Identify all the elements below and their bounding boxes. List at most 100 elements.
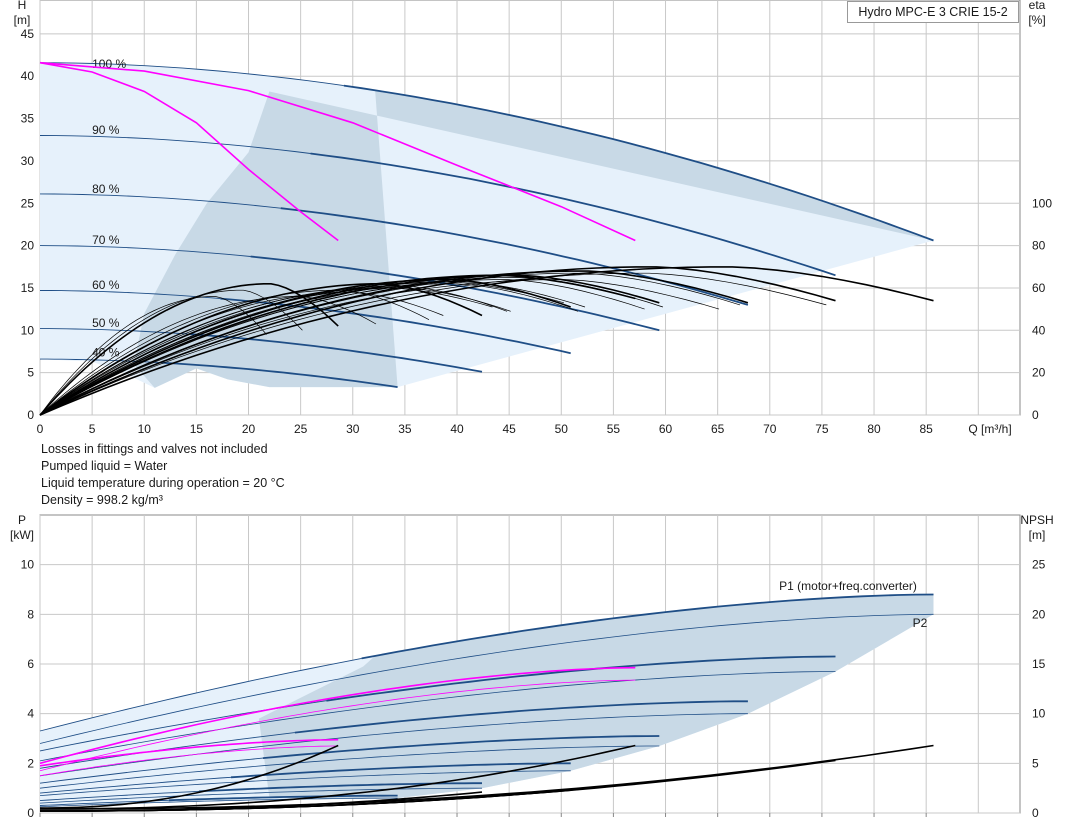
npsh-curve (40, 759, 836, 812)
speed-label: 90 % (92, 123, 120, 137)
qh-curve-speed (190, 333, 483, 373)
qh-y2tick-label: 0 (1032, 408, 1039, 422)
p1-curve (326, 655, 836, 702)
power-ytick-label: 10 (21, 558, 35, 572)
power-y2tick-label: 0 (1032, 806, 1039, 820)
power-y2tick-label: 15 (1032, 657, 1046, 671)
qh-ylabel: H (18, 0, 27, 12)
qh-y2label: eta (1029, 0, 1046, 12)
qh-curve-speed (343, 84, 934, 242)
qh-xtick-label: 20 (242, 422, 256, 436)
qh-curve-speed (161, 361, 398, 388)
eta-curve (39, 279, 645, 416)
power-ytick-label: 0 (27, 806, 34, 820)
eta-curve (39, 291, 444, 416)
note-temperature: Liquid temperature during operation = 20… (41, 476, 285, 490)
chart-notes: Losses in fittings and valves not includ… (41, 441, 285, 509)
qh-ylabel-unit: [m] (14, 13, 31, 27)
p2-curve (39, 671, 836, 762)
qh-curve-thin (40, 290, 221, 300)
eta-curve (39, 266, 934, 416)
p1-curve-thin (39, 790, 200, 802)
eta-curve (39, 266, 836, 416)
p1-curve (361, 593, 934, 660)
qh-ytick-label: 35 (21, 112, 35, 126)
qh-y2tick-label: 20 (1032, 366, 1046, 380)
qh-ytick-label: 5 (27, 366, 34, 380)
p2-series-label: P2 (913, 616, 928, 630)
qh-y2tick-label: 100 (1032, 196, 1052, 210)
p1-series-label: P1 (motor+freq.converter) (779, 579, 917, 593)
qh-xtick-label: 30 (346, 422, 360, 436)
p2-curve (39, 787, 482, 804)
eta-curve (39, 296, 377, 416)
p1-curve (294, 700, 748, 734)
qh-y2label-unit: [%] (1028, 13, 1045, 27)
speed-label: 80 % (92, 182, 120, 196)
qh-curve-thin (39, 62, 344, 87)
eta-curve (39, 289, 303, 416)
power-y2tick-label: 20 (1032, 607, 1046, 621)
qh-ytick-label: 25 (21, 196, 35, 210)
note-density: Density = 998.2 kg/m³ (41, 493, 163, 507)
qh-y2tick-label: 60 (1032, 281, 1046, 295)
p1-curve-thin (39, 657, 362, 732)
qh-ytick-label: 45 (21, 27, 35, 41)
power-duty-curve (39, 745, 339, 777)
eta-curve (39, 272, 741, 416)
speed-label: 40 % (92, 346, 120, 360)
power-y2tick-label: 25 (1032, 558, 1046, 572)
power-operating-area (258, 594, 934, 799)
qh-xtick-label: 25 (294, 422, 308, 436)
qh-xtick-label: 60 (659, 422, 673, 436)
qh-xtick-label: 45 (502, 422, 516, 436)
power-ytick-label: 6 (27, 657, 34, 671)
power-y2tick-label: 10 (1032, 707, 1046, 721)
p1-curve-thin (39, 757, 263, 784)
qh-xtick-label: 55 (607, 422, 621, 436)
qh-ytick-label: 20 (21, 239, 35, 253)
qh-y2tick-label: 40 (1032, 323, 1046, 337)
qh-xtick-label: 80 (867, 422, 881, 436)
p1-curve (230, 762, 571, 779)
qh-curve-thin (39, 245, 251, 257)
power-ytick-label: 2 (27, 756, 34, 770)
speed-label: 70 % (92, 233, 120, 247)
qh-xtick-label: 0 (37, 422, 44, 436)
qh-duty-curve (39, 61, 339, 242)
p2-curve (39, 613, 934, 744)
p2-curve (39, 770, 571, 796)
p2-curve (39, 797, 398, 808)
qh-xtick-label: 5 (89, 422, 96, 436)
qh-curve-thin (39, 193, 281, 209)
power-duty-curve (39, 738, 339, 767)
qh-ytick-label: 40 (21, 69, 35, 83)
qh-xtick-label: 15 (190, 422, 204, 436)
qh-xtick-label: 75 (815, 422, 829, 436)
qh-xtick-label: 85 (919, 422, 933, 436)
qh-curve-speed (220, 297, 571, 355)
qh-xtick-label: 10 (138, 422, 152, 436)
p1-curve (168, 794, 398, 802)
note-losses: Losses in fittings and valves not includ… (41, 442, 268, 456)
p1-curve-thin (39, 776, 232, 794)
eta-curve (39, 296, 267, 416)
eta-curve (39, 283, 339, 416)
power-duty-curve (39, 679, 636, 772)
product-title: Hydro MPC-E 3 CRIE 15-2 (847, 1, 1019, 23)
speed-label: 50 % (92, 316, 120, 330)
power-y2tick-label: 5 (1032, 756, 1039, 770)
p2-curve (39, 745, 660, 789)
qh-y2tick-label: 80 (1032, 239, 1046, 253)
p1-curve (262, 735, 660, 759)
speed-label: 60 % (92, 278, 120, 292)
eta-curve (39, 283, 579, 416)
power-y2label: NPSH (1020, 513, 1053, 527)
qh-operating-area (133, 90, 934, 388)
qh-xlabel: Q [m³/h] (968, 422, 1011, 436)
qh-xtick-label: 65 (711, 422, 725, 436)
power-ytick-label: 8 (27, 607, 34, 621)
power-duty-curve (39, 666, 636, 765)
p2-curve (39, 713, 748, 777)
